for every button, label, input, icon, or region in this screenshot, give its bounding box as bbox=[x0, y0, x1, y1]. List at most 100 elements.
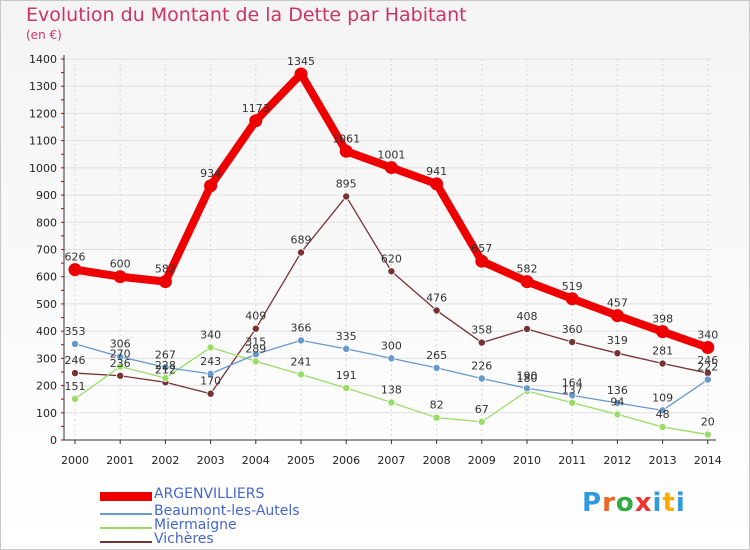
data-label: 246 bbox=[65, 354, 86, 367]
data-label: 457 bbox=[607, 297, 628, 310]
y-tick-label: 1200 bbox=[29, 107, 57, 120]
data-label: 657 bbox=[471, 242, 492, 255]
data-label: 476 bbox=[426, 291, 447, 304]
data-label: 246 bbox=[697, 354, 718, 367]
x-tick-label: 2001 bbox=[106, 454, 134, 467]
data-label: 360 bbox=[562, 323, 583, 336]
data-label: 20 bbox=[701, 416, 715, 429]
series-layer bbox=[68, 67, 715, 439]
data-point bbox=[703, 375, 712, 384]
data-point bbox=[116, 371, 125, 380]
data-label: 281 bbox=[652, 345, 673, 358]
data-point bbox=[520, 275, 534, 289]
y-tick-label: 1000 bbox=[29, 162, 57, 175]
legend-label: Miermaigne bbox=[154, 517, 237, 533]
data-label: 67 bbox=[475, 403, 489, 416]
data-point bbox=[387, 398, 396, 407]
legend-label: Vichères bbox=[154, 531, 214, 547]
x-tick-label: 2010 bbox=[513, 454, 541, 467]
data-point bbox=[116, 362, 125, 371]
x-tick-label: 2011 bbox=[558, 454, 586, 467]
data-label: 222 bbox=[697, 361, 718, 374]
data-label: 151 bbox=[65, 380, 86, 393]
data-label: 600 bbox=[110, 258, 131, 271]
data-label: 366 bbox=[291, 321, 312, 334]
data-point bbox=[158, 275, 172, 289]
legend-swatch bbox=[100, 541, 152, 543]
data-point bbox=[568, 338, 577, 347]
data-label: 270 bbox=[110, 348, 131, 361]
data-point bbox=[387, 267, 396, 276]
data-label: 109 bbox=[652, 391, 673, 404]
y-tick-label: 500 bbox=[36, 298, 57, 311]
x-tick-label: 2007 bbox=[377, 454, 405, 467]
x-tick-label: 2009 bbox=[468, 454, 496, 467]
legend-swatch bbox=[100, 527, 152, 529]
proxiti-logo: Proxiti bbox=[582, 488, 686, 518]
data-label: 353 bbox=[65, 325, 86, 338]
data-point bbox=[477, 374, 486, 383]
data-label: 265 bbox=[426, 349, 447, 362]
x-tick-label: 2008 bbox=[423, 454, 451, 467]
data-point bbox=[610, 309, 624, 323]
data-point bbox=[658, 422, 667, 431]
data-label: 315 bbox=[245, 335, 266, 348]
data-point bbox=[384, 161, 398, 175]
data-point bbox=[477, 417, 486, 426]
data-label: 335 bbox=[336, 330, 357, 343]
data-point bbox=[475, 254, 489, 268]
data-point bbox=[113, 270, 127, 284]
data-point bbox=[613, 349, 622, 358]
data-label: 340 bbox=[200, 328, 221, 341]
data-point bbox=[432, 413, 441, 422]
data-label: 934 bbox=[200, 167, 221, 180]
data-point bbox=[251, 357, 260, 366]
data-label: 582 bbox=[517, 263, 538, 276]
x-tick-label: 2004 bbox=[242, 454, 270, 467]
data-label: 626 bbox=[65, 251, 86, 264]
data-point bbox=[703, 430, 712, 439]
y-tick-label: 700 bbox=[36, 244, 57, 257]
data-point bbox=[568, 398, 577, 407]
data-point bbox=[249, 114, 263, 128]
data-point bbox=[613, 398, 622, 407]
data-label: 226 bbox=[471, 359, 492, 372]
y-tick-label: 600 bbox=[36, 271, 57, 284]
data-label: 689 bbox=[291, 233, 312, 246]
y-tick-label: 400 bbox=[36, 325, 57, 338]
data-point bbox=[251, 350, 260, 359]
data-point bbox=[296, 248, 305, 257]
data-point bbox=[701, 340, 715, 354]
data-label: 170 bbox=[200, 375, 221, 388]
data-label: 82 bbox=[430, 399, 444, 412]
data-point bbox=[251, 324, 260, 333]
labels-layer: 626 600 582 934 1173 1345 1061 1001 941 657 582 519… bbox=[65, 55, 719, 429]
axes: 0 100 200 300 400 500 600 700 800 900 1000 1100 1200… bbox=[29, 53, 722, 467]
data-point bbox=[342, 192, 351, 201]
data-point bbox=[658, 406, 667, 415]
data-point bbox=[294, 67, 308, 81]
data-point bbox=[204, 179, 218, 193]
data-point bbox=[161, 373, 170, 382]
legend-label: Beaumont-les-Autels bbox=[154, 503, 300, 519]
y-tick-label: 800 bbox=[36, 216, 57, 229]
data-label: 1173 bbox=[242, 102, 270, 115]
data-label: 582 bbox=[155, 263, 176, 276]
data-label: 941 bbox=[426, 165, 447, 178]
data-point bbox=[71, 369, 80, 378]
y-tick-label: 100 bbox=[36, 407, 57, 420]
y-tick-label: 200 bbox=[36, 380, 57, 393]
data-label: 138 bbox=[381, 383, 402, 396]
data-point bbox=[613, 410, 622, 419]
data-point bbox=[656, 325, 670, 339]
data-label: 236 bbox=[110, 357, 131, 370]
y-tick-label: 1400 bbox=[29, 53, 57, 66]
data-point bbox=[296, 336, 305, 345]
data-label: 519 bbox=[562, 280, 583, 293]
data-point bbox=[430, 177, 444, 191]
x-tick-label: 2013 bbox=[649, 454, 677, 467]
data-label: 895 bbox=[336, 177, 357, 190]
data-point bbox=[71, 339, 80, 348]
data-label: 1345 bbox=[287, 55, 315, 68]
data-label: 241 bbox=[291, 355, 312, 368]
